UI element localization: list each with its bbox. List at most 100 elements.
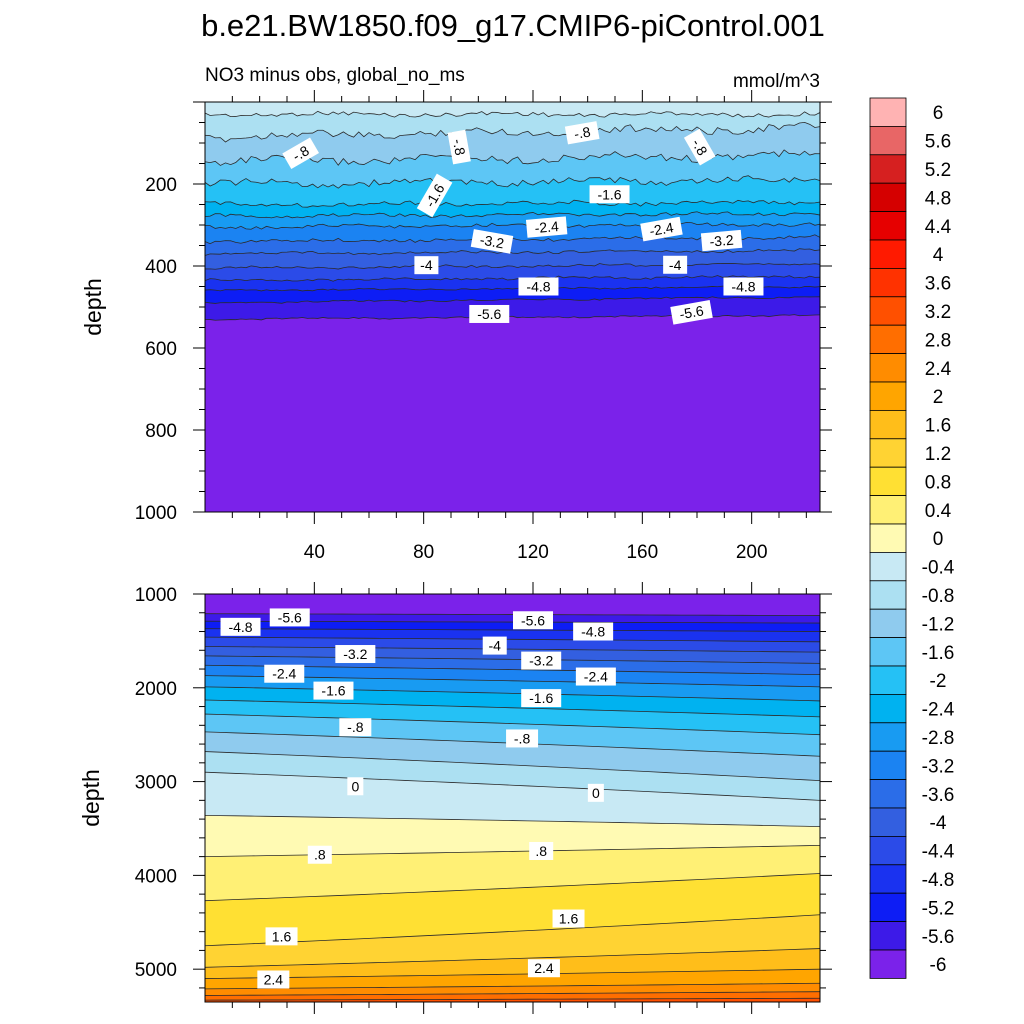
lower-contour-line-16 [204,873,821,902]
lower-band-15 [205,845,820,901]
lower-contour-labels: -5.6 -4.8 -5.6 -4.8 -4 -3.2 -3.2 -2.4 -2.4 -1.6 -1… [220,608,616,989]
colorbar-swatch-12 [869,438,907,468]
contour-label-9: -1.6 [313,681,354,700]
contour-label-text: -3.2 [709,232,735,250]
lower-contour-line-12 [204,751,821,782]
lower-band-bottom [205,998,820,1002]
contour-label-text: -1.6 [597,186,621,202]
contour-label-box [573,622,614,641]
y-tick-label: 1000 [135,585,177,606]
lower-contour-line-21 [204,991,821,996]
contour-label-text: 2.4 [534,960,554,976]
colorbar-label-2: 5.2 [925,160,951,181]
contour-label-box [307,845,332,864]
colorbar-label-8: 2.8 [925,330,951,351]
contour-label-14: -5.6 [469,304,510,323]
y-tick-label: 3000 [135,773,177,794]
colorbar-swatch-8 [869,324,907,355]
upper-contour-line-4 [204,199,821,208]
contour-label-box [521,651,562,670]
contour-label-text: -.8 [689,136,711,158]
upper-panel: -.8 -.8-.8-.8-1.6 -1.6-2.4 -2.4-3.2 -3.2-4 -4… [80,90,832,563]
colorbar-label-1: 5.6 [925,132,951,153]
contour-label-text: .8 [535,843,547,859]
lower-contour-line-2 [204,628,821,632]
contour-label-text: -.8 [290,142,312,164]
contour-label-text: -.8 [347,719,364,735]
lower-contour-line-3 [204,636,821,643]
contour-label-11: -.8 [339,718,372,737]
lower-contour-fill [205,613,820,1002]
contour-label-text: -3.2 [529,653,553,669]
contour-label-19: 2.4 [257,970,290,989]
lower-band-18 [205,948,820,979]
contour-label-5: -3.2 [335,645,376,664]
lower-band-0 [205,613,820,624]
colorbar-label-25: -4 [930,813,947,834]
upper-contour-line-0 [204,110,821,118]
contour-label-text: 0 [592,785,600,801]
contour-label-5: -1.6 [589,185,630,204]
contour-label-text: -4 [420,257,433,273]
colorbar-swatch-2 [869,154,907,184]
contour-label-1: -4.8 [220,617,261,636]
contour-label-text: 1.6 [272,928,292,944]
contour-label-text: -.8 [450,138,469,157]
colorbar-swatch-19 [869,637,907,667]
contour-label-7: -2.4 [264,664,305,683]
y-tick-label: 5000 [135,960,177,981]
colorbar-label-4: 4.4 [925,217,952,238]
x-tick-label: 200 [736,542,768,563]
colorbar-swatch-9 [869,353,907,383]
colorbar-label-18: -1.2 [922,614,955,635]
contour-label-13: 0 [347,777,364,796]
contour-label-box [220,617,261,636]
contour-label-text: -.8 [573,123,592,142]
x-tick-label: 120 [517,542,549,563]
contour-label-text: -5.6 [678,302,705,322]
contour-label-12: -4.8 [518,277,559,296]
colorbar-label-12: 1.2 [925,444,951,465]
contour-label-text: -.8 [514,730,531,746]
colorbar-swatch-1 [869,126,907,156]
lower-contour-line-5 [204,655,821,664]
contour-label-2: -.8 [564,121,600,145]
upper-contour-line-9 [204,263,821,270]
lower-band-11 [205,731,820,781]
contour-label-box [670,299,713,325]
colorbar-label-19: -1.6 [922,643,955,664]
contour-label-box [470,229,514,254]
colorbar-swatch-4 [869,211,907,241]
upper-contour-line-6 [204,221,821,230]
lower-contour-line-14 [204,814,821,828]
upper-band-12 [205,285,820,304]
contour-label-box [587,783,604,802]
lower-contour-line-4 [204,646,821,653]
lower-band-8 [205,686,820,717]
lower-contour-line-22 [204,997,821,1001]
colorbar-label-6: 3.6 [925,274,951,295]
upper-contour-line-13 [204,314,821,321]
contour-label-8: -2.4 [575,667,616,686]
colorbar-label-26: -4.4 [922,842,955,863]
colorbar-label-28: -5.2 [922,898,955,919]
lower-contour-line-20 [204,982,821,990]
contour-label-box [265,927,298,946]
contour-label-0: -5.6 [269,608,310,627]
upper-contour-line-5 [204,211,821,219]
contour-label-box [264,664,305,683]
contour-label-text: 1.6 [559,911,579,927]
upper-band-1 [205,111,820,142]
contour-label-text: -2.4 [534,218,560,236]
colorbar-swatch-11 [869,409,907,440]
colorbar-swatch-18 [869,608,907,639]
lower-contour-line-6 [204,664,821,676]
x-tick-label: 40 [304,542,325,563]
contour-label-box [469,304,510,323]
contour-label-text: -5.6 [278,609,302,625]
contour-label-text: -3.2 [479,231,506,251]
contour-label-box [518,277,559,296]
lower-band-19 [205,969,820,989]
colorbar-swatch-25 [869,807,907,837]
